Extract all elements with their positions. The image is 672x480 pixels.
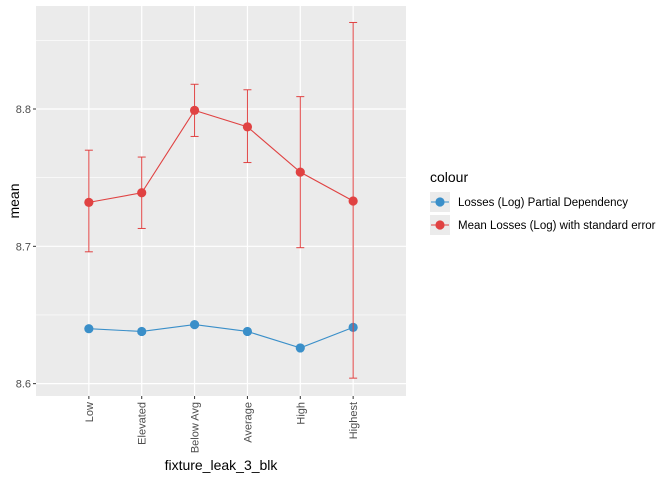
grid-minor [36,40,406,316]
x-tick-label: Elevated [137,402,149,445]
series-2 [84,21,358,379]
legend-key-point [435,197,445,207]
legend-key [430,192,450,212]
data-point [348,196,358,206]
data-point [242,122,253,132]
legend-label: Losses (Log) Partial Dependency [458,197,628,209]
x-tick-label: High [295,402,307,425]
series-layer [84,21,358,379]
data-point [295,167,305,177]
y-axis-ticks: 8.6 8.7 8.8 [16,104,36,391]
data-point [189,319,200,330]
legend-entries: Losses (Log) Partial Dependency Mean Loss… [430,192,656,235]
y-axis-title: mean [6,183,22,218]
legend-key [430,215,450,235]
y-tick-label: 8.6 [16,379,31,391]
x-tick-label: Low [84,402,96,422]
legend-label: Mean Losses (Log) with standard error [458,220,656,232]
data-point [84,324,94,334]
x-tick-label: Below Avg [190,402,202,453]
x-tick-label: Average [242,402,254,443]
x-axis-ticks: Low Elevated Below Avg Average High Highest [84,396,360,453]
series-line [88,109,354,203]
data-point [189,105,200,115]
data-point [242,326,253,337]
series-line [88,324,354,349]
y-tick-label: 8.8 [16,104,31,116]
data-point [84,197,94,207]
y-tick-label: 8.7 [16,241,31,253]
legend: colour Losses (Log) Partial Dependency Me… [430,169,656,235]
data-point [137,326,147,337]
data-point [295,343,305,353]
legend-key-point [435,220,445,230]
data-point [137,188,147,198]
x-tick-label: Highest [348,402,360,439]
legend-title: colour [430,169,468,185]
x-axis-title: fixture_leak_3_blk [165,457,279,473]
